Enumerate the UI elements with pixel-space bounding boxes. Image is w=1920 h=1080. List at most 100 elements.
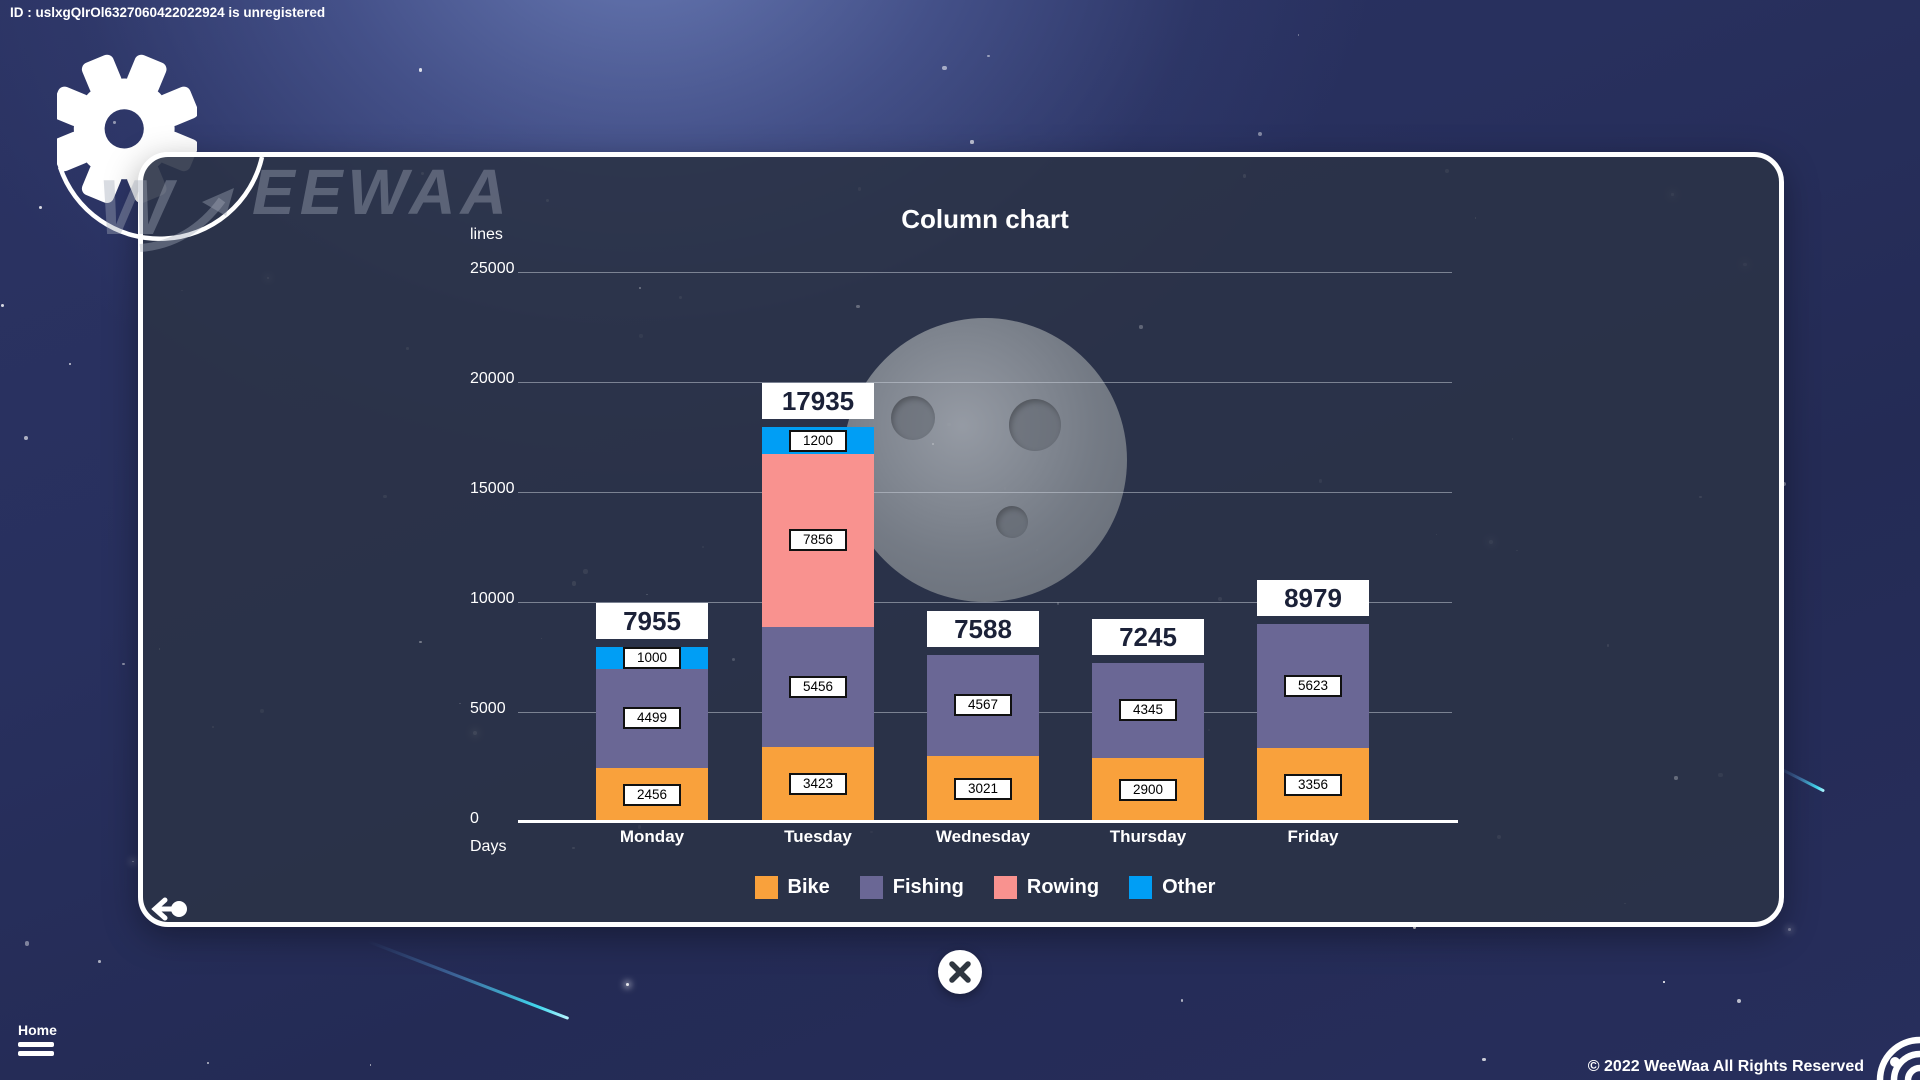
- x-axis-label: Days: [470, 838, 507, 855]
- star: [646, 593, 649, 596]
- legend-swatch-icon: [754, 876, 778, 899]
- star: [1412, 925, 1417, 930]
- star: [121, 662, 125, 666]
- legend-label: Bike: [787, 876, 830, 898]
- star: [732, 657, 736, 662]
- y-tick-label: 20000: [470, 370, 515, 387]
- segment-value-label: 5456: [789, 675, 847, 698]
- chart-legend: Bike Fishing Rowing Other: [518, 876, 1452, 899]
- segment-value-label: 5623: [1284, 675, 1342, 698]
- legend-label: Other: [1162, 876, 1216, 898]
- total-value-label: 7588: [927, 611, 1039, 648]
- x-category-label: Monday: [619, 827, 685, 846]
- star: [1258, 132, 1262, 137]
- star: [1674, 776, 1678, 780]
- total-value-label: 17935: [762, 383, 874, 420]
- logo-arrow-icon: [139, 188, 234, 252]
- legend-swatch-icon: [993, 876, 1017, 899]
- hamburger-icon: [18, 1042, 57, 1056]
- star: [638, 286, 641, 289]
- star: [931, 443, 934, 445]
- star: [25, 941, 30, 946]
- legend-swatch-icon: [1129, 876, 1153, 899]
- star: [987, 54, 990, 57]
- star: [1056, 601, 1060, 605]
- gridline: [518, 491, 1452, 493]
- comet-streak-small: [1777, 766, 1826, 793]
- star: [0, 303, 5, 308]
- segment-value-label: 1200: [789, 429, 847, 452]
- logo-wordmark: EEWAA: [252, 156, 512, 228]
- x-axis-line: [518, 820, 1458, 823]
- legend-label: Fishing: [892, 876, 964, 898]
- star: [486, 842, 489, 845]
- home-label: Home: [18, 1022, 57, 1038]
- x-category-label: Friday: [1287, 827, 1339, 846]
- moon-crater: [1009, 399, 1061, 451]
- star: [1663, 981, 1665, 983]
- gridline: [518, 381, 1452, 383]
- y-tick-label: 0: [470, 810, 479, 827]
- star: [207, 1061, 210, 1065]
- segment-value-label: 3021: [954, 777, 1012, 800]
- total-value-label: 7955: [596, 602, 708, 639]
- legend-item-rowing[interactable]: Rowing: [993, 876, 1100, 899]
- signal-icon: [1876, 1036, 1920, 1080]
- segment-value-label: 3423: [789, 773, 847, 796]
- star: [856, 304, 860, 309]
- star: [369, 1064, 372, 1066]
- star: [458, 702, 461, 705]
- y-tick-label: 25000: [470, 260, 515, 277]
- total-value-label: 7245: [1092, 618, 1204, 655]
- close-button[interactable]: [938, 950, 982, 994]
- star: [131, 860, 134, 863]
- star: [1781, 481, 1787, 487]
- star: [419, 641, 422, 644]
- segment-value-label: 2900: [1119, 779, 1177, 802]
- star: [1737, 998, 1742, 1004]
- segment-value-label: 2456: [623, 783, 681, 806]
- star: [418, 68, 423, 73]
- back-button[interactable]: [148, 894, 194, 924]
- legend-item-fishing[interactable]: Fishing: [859, 876, 964, 899]
- gridline: [518, 601, 1452, 603]
- star: [1297, 33, 1300, 36]
- close-icon: [949, 961, 971, 983]
- star: [625, 983, 629, 987]
- star: [970, 140, 974, 144]
- star: [38, 205, 43, 210]
- y-tick-label: 5000: [470, 700, 506, 717]
- moon-crater: [996, 506, 1028, 538]
- star: [69, 363, 72, 366]
- star: [1787, 928, 1791, 932]
- moon-graphic: [843, 318, 1127, 602]
- y-tick-label: 10000: [470, 590, 515, 607]
- x-category-label: Thursday: [1109, 827, 1187, 846]
- chart-title: Column chart: [901, 204, 1069, 234]
- legend-label: Rowing: [1026, 876, 1100, 898]
- x-category-label: Wednesday: [935, 827, 1031, 846]
- star: [1139, 325, 1143, 329]
- segment-value-label: 1000: [623, 646, 681, 669]
- logo-bowl-arc: [57, 156, 265, 241]
- comet-streak: [367, 940, 570, 1020]
- total-value-label: 8979: [1257, 580, 1369, 617]
- gridline: [518, 271, 1452, 273]
- star: [24, 436, 29, 440]
- star: [942, 65, 947, 71]
- legend-item-bike[interactable]: Bike: [754, 876, 830, 899]
- segment-value-label: 3356: [1284, 774, 1342, 797]
- license-id-banner: ID : uslxgQIrOl6327060422022924 is unreg…: [10, 5, 326, 20]
- segment-value-label: 7856: [789, 529, 847, 552]
- segment-value-label: 4345: [1119, 699, 1177, 722]
- x-category-label: Tuesday: [784, 827, 852, 846]
- logo-letter: W: [98, 163, 172, 251]
- legend-item-other[interactable]: Other: [1129, 876, 1215, 899]
- copyright-text: © 2022 WeeWaa All Rights Reserved: [1587, 1058, 1864, 1075]
- star: [1482, 1057, 1486, 1062]
- segment-value-label: 4567: [954, 694, 1012, 717]
- segment-value-label: 4499: [623, 707, 681, 730]
- star: [1180, 999, 1183, 1002]
- home-button[interactable]: Home: [18, 1022, 57, 1056]
